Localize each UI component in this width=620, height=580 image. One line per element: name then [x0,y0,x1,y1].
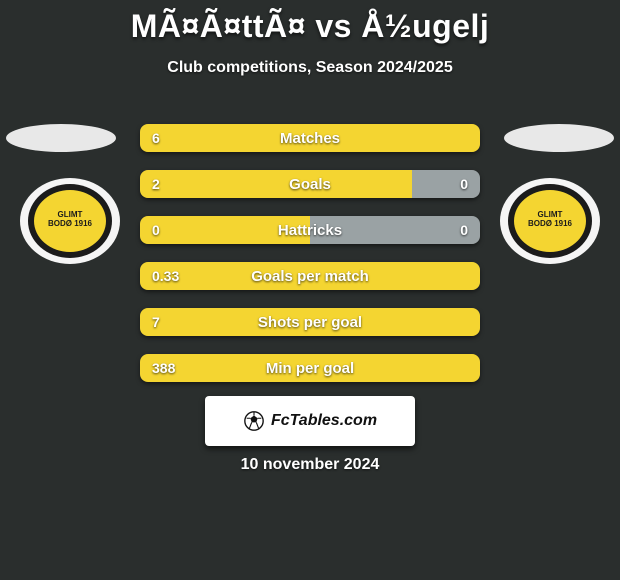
stat-value-left: 388 [152,354,175,382]
stat-value-left: 6 [152,124,160,152]
stat-label: Min per goal [140,354,480,382]
brand-text: FcTables.com [271,412,377,430]
left-ellipse-decor [6,124,116,152]
stat-row: Goals2 0 [140,170,480,198]
stat-value-left: 0.33 [152,262,179,290]
stats-container: Matches6Goals20Hattricks00Goals per matc… [140,124,480,400]
page-subtitle: Club competitions, Season 2024/2025 [0,59,620,77]
left-club-badge: GLIMT BODØ 1916 [20,178,120,264]
badge-line2: BODØ 1916 [48,219,92,228]
badge-line1: GLIMT [538,210,563,219]
right-club-badge: GLIMT BODØ 1916 [500,178,600,264]
brand-card: FcTables.com [205,396,415,446]
stat-value-left: 2 [152,170,160,198]
stat-value-left: 0 [152,216,160,244]
stat-label: Goals [140,170,480,198]
stat-row: Min per goal388 [140,354,480,382]
badge-line2: BODØ 1916 [528,219,572,228]
stat-label: Goals per match [140,262,480,290]
stat-row: Hattricks0 0 [140,216,480,244]
stat-row: Matches6 [140,124,480,152]
page-title: MÃ¤Ã¤ttÃ¤ vs Å½ugelj [0,0,620,45]
stat-value-left: 7 [152,308,160,336]
stat-value-right: 0 [460,170,468,198]
stat-value-right: 0 [460,216,468,244]
stat-row: Goals per match0.33 [140,262,480,290]
date-text: 10 november 2024 [0,456,620,474]
stat-label: Shots per goal [140,308,480,336]
stat-label: Hattricks [140,216,480,244]
badge-line1: GLIMT [58,210,83,219]
stat-label: Matches [140,124,480,152]
stat-row: Shots per goal7 [140,308,480,336]
right-ellipse-decor [504,124,614,152]
soccer-ball-icon [243,410,265,432]
